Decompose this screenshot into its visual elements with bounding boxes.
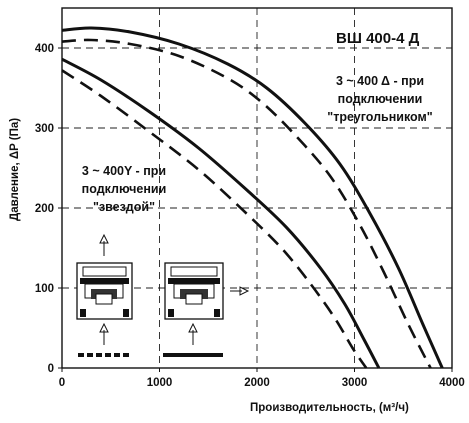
arrow-up-icon: [99, 233, 109, 256]
x-axis-label: Производительность, (м³/ч): [250, 402, 409, 414]
series-lines: [61, 26, 444, 369]
star-connection-bar: [78, 353, 129, 357]
series-line-3-solid: [61, 57, 381, 369]
series-line-4-dashed: [61, 69, 368, 369]
annotation-star-line1: 3 ~ 400Y - при: [81, 164, 167, 178]
axes: [58, 7, 453, 372]
series-line-2-dashed: [61, 38, 432, 369]
fan-motor-icon: [76, 262, 133, 320]
x-tick-label: 4000: [439, 377, 465, 389]
arrow-up-icon: [188, 322, 198, 345]
y-tick-label: 100: [35, 283, 54, 295]
y-tick-label: 300: [35, 123, 54, 135]
series-line-1-solid: [61, 26, 444, 369]
y-axis-label: Давление, ΔP (Па): [9, 117, 21, 221]
wiring-diagram: [76, 233, 250, 357]
y-tick-label: 0: [48, 363, 54, 375]
x-tick-label: 0: [59, 377, 65, 389]
annotation-star-line3: "звездой": [92, 200, 155, 214]
annotation-delta-line1: 3 ~ 400 Δ - при: [335, 74, 425, 88]
annotation-delta-line3: "треугольником": [327, 110, 433, 124]
chart-title: ВШ 400-4 Д: [336, 30, 420, 47]
arrow-up-icon: [99, 322, 109, 345]
annotation-star: 3 ~ 400Y - при подключении "звездой": [68, 162, 180, 216]
annotation-delta: 3 ~ 400 Δ - при подключении "треугольник…: [305, 72, 455, 126]
annotation-star-line2: подключении: [81, 182, 167, 196]
x-tick-label: 1000: [147, 377, 173, 389]
x-tick-label: 2000: [244, 377, 270, 389]
tick-labels: 0 1000 2000 3000 4000 0 100 200 300 400: [35, 43, 465, 389]
y-tick-label: 400: [35, 43, 54, 55]
delta-connection-bar: [163, 353, 223, 357]
x-tick-label: 3000: [342, 377, 368, 389]
annotation-delta-line2: подключении: [337, 92, 423, 106]
y-tick-label: 200: [35, 203, 54, 215]
arrow-right-icon: [230, 286, 250, 296]
fan-motor-icon: [164, 262, 224, 320]
